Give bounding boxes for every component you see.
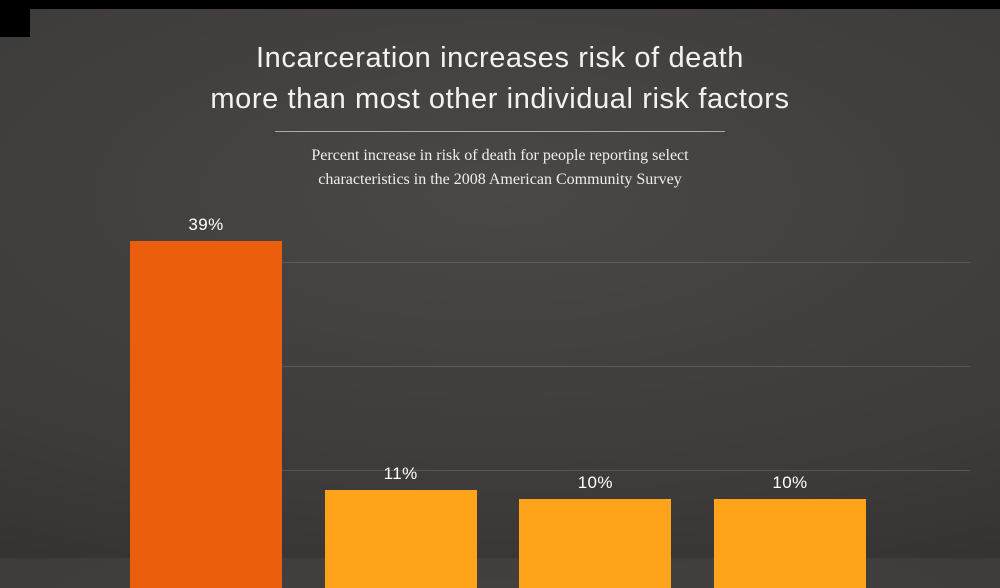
bar-value-label: 11%	[383, 464, 418, 484]
bar-2: 11%	[324, 464, 477, 588]
letterbox-top-bar	[0, 0, 1000, 9]
bar-chart: 39% 11% 10% 10%	[130, 210, 970, 588]
gridline	[130, 470, 970, 471]
chart-title-line-2: more than most other individual risk fac…	[210, 83, 790, 116]
chart-subtitle-line-2: characteristics in the 2008 American Com…	[318, 171, 682, 189]
chart-subtitle-line-1: Percent increase in risk of death for pe…	[311, 147, 689, 165]
bar-3: 10%	[519, 473, 672, 588]
bars: 39% 11% 10% 10%	[130, 210, 866, 588]
gridline	[130, 262, 970, 263]
chart-title-line-1: Incarceration increases risk of death	[255, 42, 745, 74]
bar-value-label: 10%	[577, 473, 613, 492]
bar-value-label: 10%	[772, 473, 808, 492]
title-block: Incarceration increases risk of death mo…	[0, 38, 1000, 192]
gridline	[130, 366, 970, 367]
title-divider	[275, 131, 725, 133]
letterbox-corner-block	[0, 0, 30, 37]
bar-value-label: 39%	[188, 214, 224, 234]
bar-4: 10%	[713, 473, 866, 588]
bar-1: 39%	[130, 215, 282, 588]
